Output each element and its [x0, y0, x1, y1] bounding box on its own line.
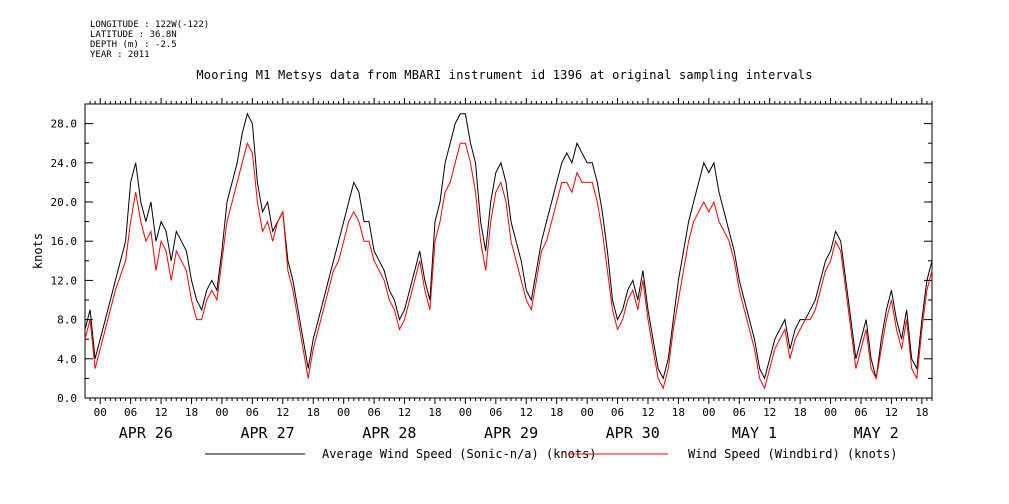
x-day-label: APR 28	[362, 424, 416, 442]
y-tick-label: 16.0	[51, 235, 78, 248]
y-axis-label: knots	[31, 233, 45, 269]
x-tick-label: 00	[94, 406, 107, 419]
x-day-label: APR 30	[606, 424, 660, 442]
x-tick-label: 00	[215, 406, 228, 419]
x-tick-label: 00	[824, 406, 837, 419]
longitude-label: LONGITUDE : 122W(-122)	[90, 20, 210, 30]
x-tick-label: 00	[702, 406, 715, 419]
metadata-block: LONGITUDE : 122W(-122) LATITUDE : 36.8N DE…	[90, 20, 209, 60]
y-tick-label: 20.0	[51, 196, 78, 209]
legend-label-2: Wind Speed (Windbird) (knots)	[688, 447, 898, 461]
x-tick-label: 06	[124, 406, 137, 419]
x-tick-label: 18	[307, 406, 320, 419]
x-day-label: MAY 2	[854, 424, 899, 442]
depth-label: DEPTH (m) : -2.5	[90, 40, 177, 50]
y-tick-label: 0.0	[57, 392, 77, 405]
x-tick-label: 12	[154, 406, 167, 419]
x-tick-label: 12	[520, 406, 533, 419]
x-tick-label: 06	[367, 406, 380, 419]
x-tick-label: 00	[580, 406, 593, 419]
x-tick-label: 18	[794, 406, 807, 419]
x-tick-label: 12	[885, 406, 898, 419]
y-tick-label: 8.0	[57, 314, 77, 327]
x-tick-label: 06	[733, 406, 746, 419]
latitude-label: LATITUDE : 36.8N	[90, 30, 177, 40]
series-line-1	[84, 112, 933, 380]
legend-label-1: Average Wind Speed (Sonic-n/a) (knots)	[322, 447, 597, 461]
y-tick-label: 4.0	[57, 353, 77, 366]
x-tick-label: 06	[489, 406, 502, 419]
x-day-label: APR 27	[240, 424, 294, 442]
x-day-label: APR 26	[119, 424, 173, 442]
year-label: YEAR : 2011	[90, 50, 150, 60]
y-tick-label: 24.0	[51, 157, 78, 170]
x-tick-label: 12	[398, 406, 411, 419]
x-tick-label: 06	[611, 406, 624, 419]
x-tick-label: 00	[337, 406, 350, 419]
x-tick-label: 18	[672, 406, 685, 419]
x-tick-label: 18	[185, 406, 198, 419]
x-tick-label: 18	[550, 406, 563, 419]
plot-frame	[84, 103, 933, 399]
y-tick-label: 12.0	[51, 274, 78, 287]
x-tick-label: 12	[641, 406, 654, 419]
x-tick-label: 12	[276, 406, 289, 419]
x-tick-label: 18	[915, 406, 928, 419]
x-day-label: APR 29	[484, 424, 538, 442]
chart-title: Mooring M1 Metsys data from MBARI instru…	[196, 68, 813, 82]
x-tick-label: 00	[459, 406, 472, 419]
series-line-2	[84, 141, 933, 390]
x-tick-label: 18	[428, 406, 441, 419]
x-tick-label: 12	[763, 406, 776, 419]
x-day-label: MAY 1	[732, 424, 777, 442]
y-tick-label: 28.0	[51, 118, 78, 131]
x-tick-label: 06	[246, 406, 259, 419]
x-tick-label: 06	[854, 406, 867, 419]
